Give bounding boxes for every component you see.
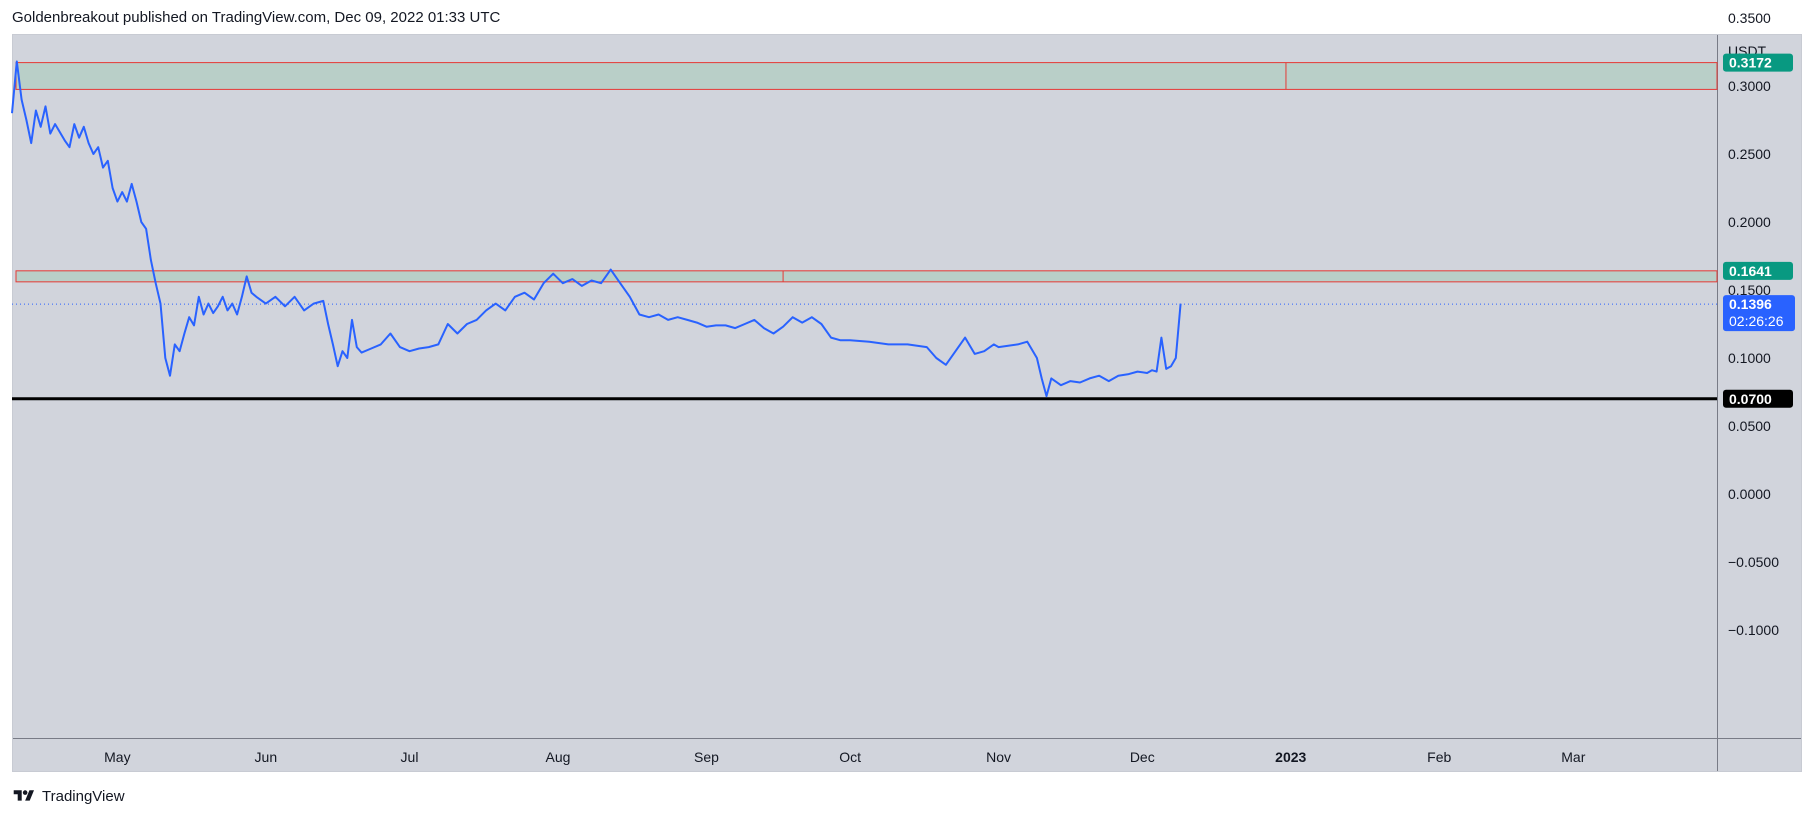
time-tick-label: Jun [255,749,278,765]
last-price-badge-label: 0.1396 [1729,296,1772,312]
price-tick-label: −0.1000 [1728,622,1779,638]
time-tick-label: Oct [839,749,861,765]
price-badge [1723,389,1793,408]
price-tick-label: 0.1500 [1728,282,1771,298]
time-tick-label: Aug [546,749,571,765]
price-series-line[interactable] [11,60,1182,398]
price-badge-label: 0.0700 [1729,391,1772,407]
price-tick-label: 0.1000 [1728,350,1771,366]
time-tick-label: 2023 [1275,749,1306,765]
plot-area[interactable] [12,34,1717,738]
time-tick-label: Dec [1130,749,1155,765]
price-tick-label: 0.0000 [1728,486,1771,502]
price-axis-area[interactable] [1717,34,1802,738]
last-price-badge [1723,295,1795,332]
brand-name: TradingView [42,787,125,805]
price-tick-label: 0.2000 [1728,214,1771,230]
zone-1[interactable] [15,62,1718,90]
publication-header: Goldenbreakout published on TradingView.… [12,9,501,26]
price-tick-label: −0.0500 [1728,554,1779,570]
zone-2[interactable] [15,270,1718,283]
time-tick-label: May [104,749,130,765]
price-tick-label: 0.3000 [1728,78,1771,94]
bar-countdown-label: 02:26:26 [1729,313,1784,329]
time-tick-label: Sep [694,749,719,765]
time-tick-label: Jul [401,749,419,765]
price-badge [1723,53,1793,72]
price-badge-label: 0.3172 [1729,55,1772,71]
price-tick-label: 0.2500 [1728,146,1771,162]
tradingview-logo-icon [13,790,34,801]
time-axis-area[interactable] [12,738,1802,772]
price-badge-label: 0.1641 [1729,263,1772,279]
time-tick-label: Nov [986,749,1011,765]
price-badge [1723,261,1793,280]
time-tick-label: Mar [1561,749,1585,765]
price-tick-label: 0.0500 [1728,418,1771,434]
price-chart[interactable]: USDT0.35000.30000.25000.20000.15000.1000… [0,0,1814,780]
price-tick-label: 0.3500 [1728,10,1771,26]
chart-frame [12,34,1802,772]
time-tick-label: Feb [1427,749,1451,765]
tradingview-brand[interactable]: TradingView [12,785,125,807]
